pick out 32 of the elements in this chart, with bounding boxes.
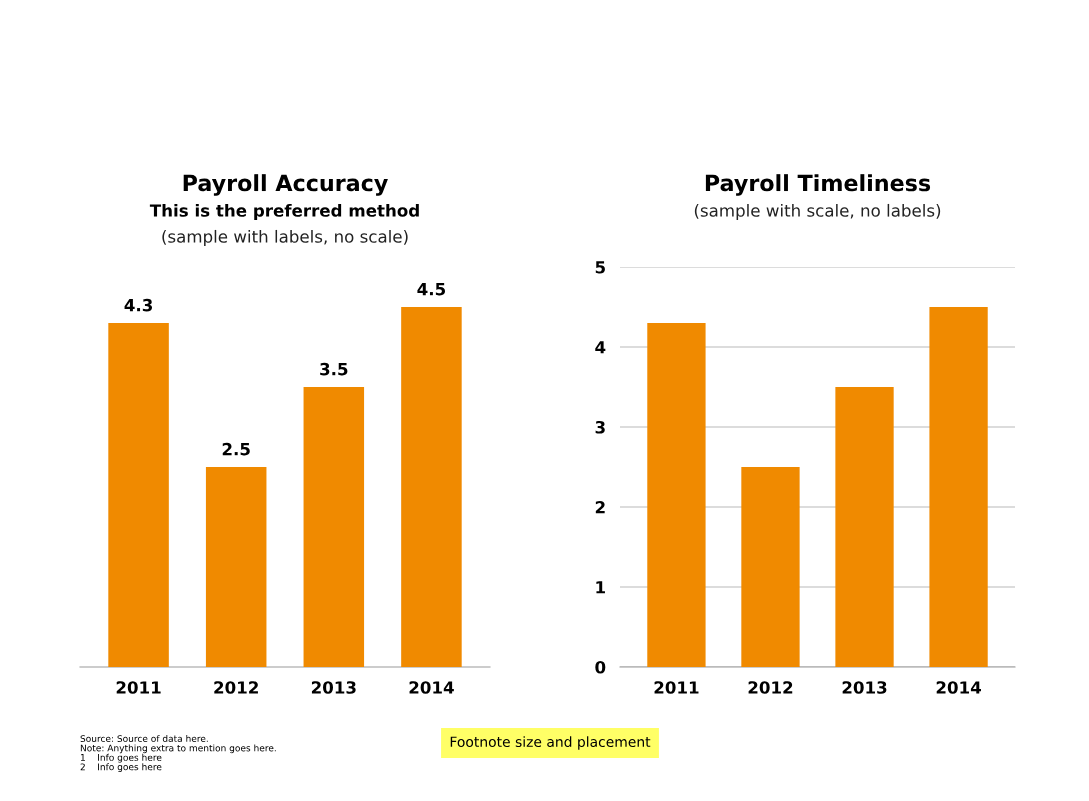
x-tick-label: 2012	[748, 681, 793, 694]
y-tick-label: 0	[595, 660, 606, 674]
y-tick-label: 2	[595, 500, 605, 514]
source-note: Source: Source of data here. Note: Anything extra to mention goes here. 1 Info goes here 2 Info goes here	[80, 735, 276, 773]
x-tick-label: 2011	[116, 681, 161, 694]
bar	[835, 387, 894, 667]
bar	[108, 323, 169, 667]
y-tick-label: 1	[596, 581, 605, 594]
data-label: 2.5	[222, 442, 250, 456]
bar	[741, 467, 800, 667]
bar	[205, 467, 267, 667]
x-tick-label: 2013	[311, 681, 356, 694]
data-label: 4.5	[417, 283, 446, 296]
y-tick-label: 5	[595, 261, 605, 274]
chart-subtitle: This is the preferred method (sample with labels, no scale)	[149, 203, 419, 247]
data-label: 3.5	[320, 362, 348, 376]
text: Footnote size and placement	[450, 736, 651, 750]
x-tick-label: 2014	[936, 681, 981, 694]
bar	[401, 307, 462, 667]
chart-title: Payroll Accuracy	[183, 174, 388, 196]
chart-title: Payroll Timeliness	[705, 174, 931, 196]
data-label: 4.3	[124, 298, 153, 312]
chart-subtitle: (sample with scale, no labels)	[694, 203, 941, 221]
x-tick-label: 2012	[214, 681, 258, 694]
bar	[647, 323, 706, 667]
x-tick-label: 2011	[654, 681, 699, 694]
x-tick-label: 2013	[842, 681, 887, 694]
bar	[303, 387, 365, 667]
bar	[929, 307, 988, 667]
y-tick-label: 4	[595, 341, 606, 354]
x-tick-label: 2014	[409, 681, 454, 694]
y-tick-label: 3	[595, 420, 605, 434]
